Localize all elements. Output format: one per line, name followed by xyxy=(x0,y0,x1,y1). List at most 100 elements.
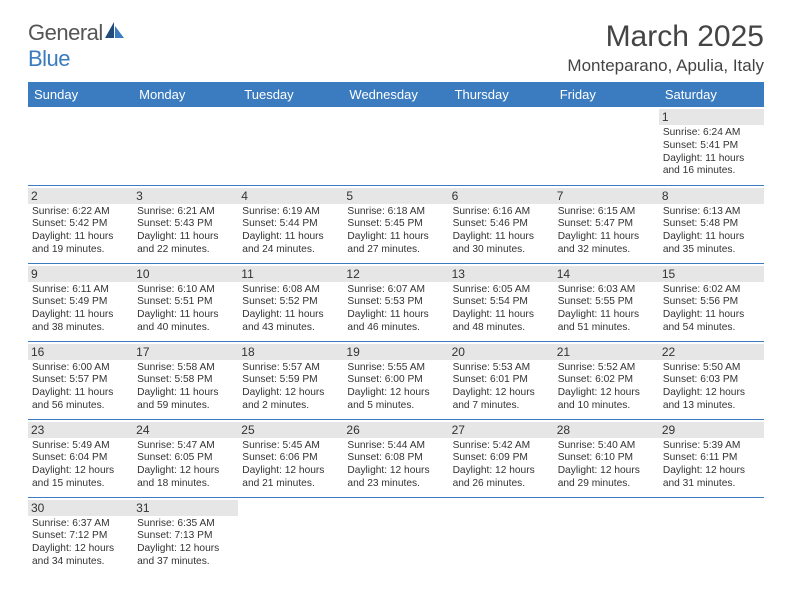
day-header: Wednesday xyxy=(343,82,448,107)
calendar-cell: 8Sunrise: 6:13 AMSunset: 5:48 PMDaylight… xyxy=(659,185,764,263)
day-details: Sunrise: 5:55 AMSunset: 6:00 PMDaylight:… xyxy=(347,362,444,413)
day-number: 1 xyxy=(659,109,764,125)
calendar-row: 9Sunrise: 6:11 AMSunset: 5:49 PMDaylight… xyxy=(28,263,764,341)
calendar-cell xyxy=(554,497,659,575)
day-number: 18 xyxy=(238,344,343,360)
calendar-cell: 5 Sunrise: 6:18 AMSunset: 5:45 PMDaylight… xyxy=(343,185,448,263)
sunset-text: Sunset: 5:54 PM xyxy=(453,296,550,309)
calendar-cell: 1 Sunrise: 6:24 AMSunset: 5:41 PMDaylight… xyxy=(659,107,764,185)
sunrise-text: Sunrise: 5:57 AM xyxy=(242,362,339,375)
sunset-text: Sunset: 5:57 PM xyxy=(32,374,129,387)
sunrise-text: Sunrise: 6:02 AM xyxy=(663,284,760,297)
day-details: Sunrise: 6:24 AMSunset: 5:41 PMDaylight:… xyxy=(663,127,760,178)
daylight-text: Daylight: 12 hours and 26 minutes. xyxy=(453,465,550,491)
calendar-table: Sunday Monday Tuesday Wednesday Thursday… xyxy=(28,82,764,575)
sunrise-text: Sunrise: 6:10 AM xyxy=(137,284,234,297)
sunrise-text: Sunrise: 6:08 AM xyxy=(242,284,339,297)
day-details: Sunrise: 5:53 AMSunset: 6:01 PMDaylight:… xyxy=(453,362,550,413)
sunset-text: Sunset: 5:47 PM xyxy=(558,218,655,231)
daylight-text: Daylight: 12 hours and 31 minutes. xyxy=(663,465,760,491)
sunrise-text: Sunrise: 5:49 AM xyxy=(32,440,129,453)
sunset-text: Sunset: 5:56 PM xyxy=(663,296,760,309)
daylight-text: Daylight: 11 hours and 24 minutes. xyxy=(242,231,339,257)
day-header: Sunday xyxy=(28,82,133,107)
daylight-text: Daylight: 11 hours and 48 minutes. xyxy=(453,309,550,335)
day-number: 23 xyxy=(28,422,133,438)
sunset-text: Sunset: 6:06 PM xyxy=(242,452,339,465)
calendar-cell xyxy=(449,107,554,185)
sunrise-text: Sunrise: 5:58 AM xyxy=(137,362,234,375)
day-number: 2 xyxy=(28,188,133,204)
day-number: 8 xyxy=(659,188,764,204)
calendar-page: GeneralBlue March 2025 Monteparano, Apul… xyxy=(0,0,792,575)
daylight-text: Daylight: 12 hours and 29 minutes. xyxy=(558,465,655,491)
sunset-text: Sunset: 5:49 PM xyxy=(32,296,129,309)
daylight-text: Daylight: 11 hours and 16 minutes. xyxy=(663,153,760,179)
logo-text-general: General xyxy=(28,20,103,45)
sunrise-text: Sunrise: 6:05 AM xyxy=(453,284,550,297)
daylight-text: Daylight: 12 hours and 23 minutes. xyxy=(347,465,444,491)
day-details: Sunrise: 5:49 AMSunset: 6:04 PMDaylight:… xyxy=(32,440,129,491)
sunrise-text: Sunrise: 6:16 AM xyxy=(453,206,550,219)
calendar-cell: 7Sunrise: 6:15 AMSunset: 5:47 PMDaylight… xyxy=(554,185,659,263)
daylight-text: Daylight: 12 hours and 10 minutes. xyxy=(558,387,655,413)
calendar-cell: 21Sunrise: 5:52 AMSunset: 6:02 PMDayligh… xyxy=(554,341,659,419)
day-number: 24 xyxy=(133,422,238,438)
day-details: Sunrise: 5:42 AMSunset: 6:09 PMDaylight:… xyxy=(453,440,550,491)
sunset-text: Sunset: 5:43 PM xyxy=(137,218,234,231)
sunrise-text: Sunrise: 5:47 AM xyxy=(137,440,234,453)
day-header: Thursday xyxy=(449,82,554,107)
sunset-text: Sunset: 6:11 PM xyxy=(663,452,760,465)
day-details: Sunrise: 6:16 AMSunset: 5:46 PMDaylight:… xyxy=(453,206,550,257)
day-details: Sunrise: 5:50 AMSunset: 6:03 PMDaylight:… xyxy=(663,362,760,413)
daylight-text: Daylight: 11 hours and 46 minutes. xyxy=(347,309,444,335)
daylight-text: Daylight: 11 hours and 19 minutes. xyxy=(32,231,129,257)
calendar-cell: 30Sunrise: 6:37 AMSunset: 7:12 PMDayligh… xyxy=(28,497,133,575)
sunrise-text: Sunrise: 6:24 AM xyxy=(663,127,760,140)
calendar-cell: 3Sunrise: 6:21 AMSunset: 5:43 PMDaylight… xyxy=(133,185,238,263)
day-number: 20 xyxy=(449,344,554,360)
daylight-text: Daylight: 11 hours and 38 minutes. xyxy=(32,309,129,335)
sunset-text: Sunset: 5:41 PM xyxy=(663,140,760,153)
day-details: Sunrise: 6:10 AMSunset: 5:51 PMDaylight:… xyxy=(137,284,234,335)
day-details: Sunrise: 6:18 AMSunset: 5:45 PMDaylight:… xyxy=(347,206,444,257)
day-details: Sunrise: 5:44 AMSunset: 6:08 PMDaylight:… xyxy=(347,440,444,491)
daylight-text: Daylight: 11 hours and 32 minutes. xyxy=(558,231,655,257)
day-number: 5 xyxy=(343,188,448,204)
day-details: Sunrise: 6:03 AMSunset: 5:55 PMDaylight:… xyxy=(558,284,655,335)
day-details: Sunrise: 6:02 AMSunset: 5:56 PMDaylight:… xyxy=(663,284,760,335)
daylight-text: Daylight: 12 hours and 13 minutes. xyxy=(663,387,760,413)
day-details: Sunrise: 6:21 AMSunset: 5:43 PMDaylight:… xyxy=(137,206,234,257)
sunset-text: Sunset: 6:03 PM xyxy=(663,374,760,387)
calendar-cell: 24Sunrise: 5:47 AMSunset: 6:05 PMDayligh… xyxy=(133,419,238,497)
sunrise-text: Sunrise: 6:22 AM xyxy=(32,206,129,219)
day-number: 9 xyxy=(28,266,133,282)
day-details: Sunrise: 6:35 AMSunset: 7:13 PMDaylight:… xyxy=(137,518,234,569)
sunset-text: Sunset: 6:01 PM xyxy=(453,374,550,387)
sunset-text: Sunset: 5:45 PM xyxy=(347,218,444,231)
calendar-cell: 29Sunrise: 5:39 AMSunset: 6:11 PMDayligh… xyxy=(659,419,764,497)
calendar-cell: 28Sunrise: 5:40 AMSunset: 6:10 PMDayligh… xyxy=(554,419,659,497)
sail-icon xyxy=(105,20,125,46)
sunrise-text: Sunrise: 6:18 AM xyxy=(347,206,444,219)
calendar-row: 1 Sunrise: 6:24 AMSunset: 5:41 PMDaylight… xyxy=(28,107,764,185)
calendar-cell xyxy=(28,107,133,185)
calendar-cell: 20 Sunrise: 5:53 AMSunset: 6:01 PMDayligh… xyxy=(449,341,554,419)
sunset-text: Sunset: 6:04 PM xyxy=(32,452,129,465)
calendar-cell: 2 Sunrise: 6:22 AMSunset: 5:42 PMDaylight… xyxy=(28,185,133,263)
calendar-row: 30Sunrise: 6:37 AMSunset: 7:12 PMDayligh… xyxy=(28,497,764,575)
day-number: 28 xyxy=(554,422,659,438)
sunset-text: Sunset: 5:58 PM xyxy=(137,374,234,387)
daylight-text: Daylight: 12 hours and 37 minutes. xyxy=(137,543,234,569)
day-header: Friday xyxy=(554,82,659,107)
daylight-text: Daylight: 12 hours and 2 minutes. xyxy=(242,387,339,413)
day-number xyxy=(28,109,133,111)
day-number: 25 xyxy=(238,422,343,438)
sunset-text: Sunset: 5:51 PM xyxy=(137,296,234,309)
day-number: 21 xyxy=(554,344,659,360)
calendar-cell xyxy=(449,497,554,575)
day-number: 22 xyxy=(659,344,764,360)
sunset-text: Sunset: 6:08 PM xyxy=(347,452,444,465)
day-number xyxy=(238,500,343,502)
day-details: Sunrise: 6:22 AMSunset: 5:42 PMDaylight:… xyxy=(32,206,129,257)
